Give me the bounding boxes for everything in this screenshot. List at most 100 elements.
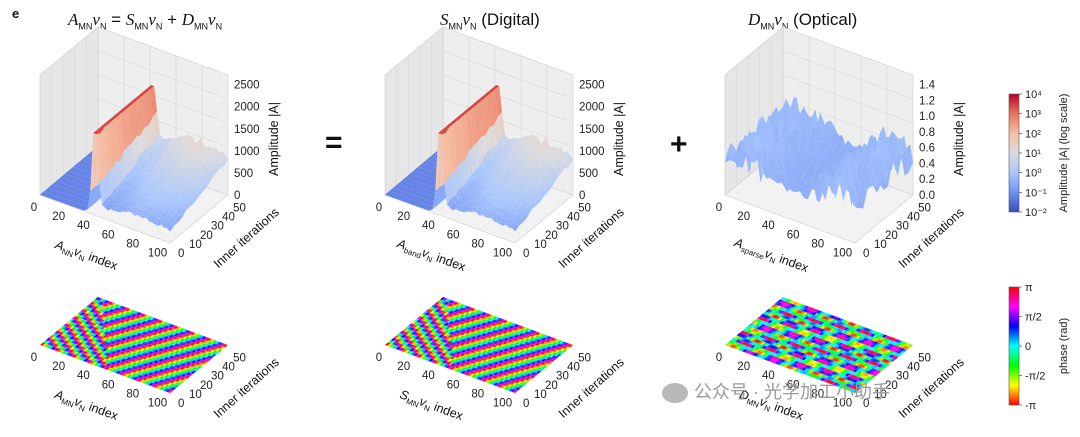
surface-facet <box>814 163 822 171</box>
surface-facet <box>128 195 136 203</box>
phase-facet <box>103 321 109 325</box>
phase-facet <box>431 345 437 349</box>
surface-facet <box>496 167 504 178</box>
phase-facet <box>120 351 126 355</box>
phase-facet <box>157 365 163 369</box>
phase-facet <box>446 341 452 345</box>
phase-facet <box>162 353 168 357</box>
phase-facet <box>435 309 441 313</box>
phase-facet <box>153 339 159 343</box>
surface-facet <box>181 177 189 187</box>
phase-facet <box>492 326 498 330</box>
phase-facet <box>887 361 893 365</box>
phase-facet <box>782 315 788 319</box>
phase-facet <box>142 345 148 349</box>
phase-facet <box>471 364 477 368</box>
y-tick-label: 0 <box>523 398 529 410</box>
phase-facet <box>805 320 811 324</box>
phase-facet <box>167 369 173 373</box>
phase-facet <box>121 355 127 359</box>
surface-facet <box>166 173 174 181</box>
surface-facet <box>798 188 806 195</box>
phase-facet <box>413 353 419 357</box>
surface-facet <box>151 198 159 208</box>
phase-facet <box>105 311 111 315</box>
surface-facet <box>501 148 509 159</box>
phase-facet <box>140 313 146 317</box>
phase-facet <box>187 355 193 359</box>
phase-facet <box>814 330 820 334</box>
phase-facet <box>405 343 412 347</box>
phase-facet <box>441 332 447 336</box>
phase-facet <box>796 317 802 321</box>
phase-facet <box>163 357 169 361</box>
phase-facet <box>466 365 472 369</box>
surface-facet <box>509 201 517 208</box>
phase-facet <box>799 335 805 339</box>
phase-facet <box>466 313 472 317</box>
phase-facet <box>508 367 514 371</box>
phase-facet <box>498 370 504 374</box>
phase-facet <box>461 308 467 312</box>
phase-facet <box>409 348 415 352</box>
x-tick-label: 100 <box>148 398 167 410</box>
phase-facet <box>67 335 73 339</box>
phase-facet <box>466 324 472 328</box>
phase-facet <box>483 344 489 348</box>
phase-facet <box>42 340 48 344</box>
phase-facet <box>489 357 495 361</box>
phase-facet <box>117 343 123 347</box>
phase-facet <box>144 367 150 371</box>
phase-facet <box>123 317 129 321</box>
phase-facet <box>452 305 458 309</box>
phase-facet <box>522 348 528 352</box>
phase-facet <box>901 341 907 345</box>
phase-facet <box>783 301 789 305</box>
surface-facet <box>789 130 797 156</box>
phase-facet <box>854 352 860 356</box>
phase-facet <box>110 365 116 369</box>
surface-facet <box>164 167 172 175</box>
phase-facet <box>539 354 545 358</box>
phase-facet <box>560 345 566 349</box>
phase-facet <box>880 361 886 365</box>
phase-facet <box>518 357 524 361</box>
phase-facet <box>483 313 489 317</box>
phase-facet <box>513 324 519 328</box>
phase-facet <box>501 368 507 372</box>
phase-facet <box>480 346 486 350</box>
phase-facet <box>115 342 121 346</box>
surface-facet <box>170 152 178 162</box>
phase-facet <box>782 297 788 301</box>
phase-facet <box>790 304 796 308</box>
surface-facet <box>188 136 196 147</box>
surface-facet <box>554 146 562 155</box>
surface-facet <box>491 214 499 222</box>
phase-facet <box>186 330 192 334</box>
phase-facet <box>463 326 469 330</box>
surface-facet <box>501 178 509 186</box>
phase-facet <box>515 377 521 381</box>
phase-facet <box>507 384 513 388</box>
phase-facet <box>549 351 555 355</box>
surface-facet <box>180 164 188 169</box>
phase-facet <box>529 337 535 341</box>
phase-facet <box>767 313 773 317</box>
phase-facet <box>795 320 801 324</box>
phase-facet <box>136 353 142 357</box>
surface-facet <box>161 220 169 228</box>
y-tick-label: 30 <box>211 371 224 383</box>
phase-facet <box>785 302 791 306</box>
phase-facet <box>128 365 134 369</box>
surface-facet <box>494 86 503 117</box>
phase-facet <box>816 321 822 325</box>
phase-facet <box>808 307 814 311</box>
phase-facet <box>467 362 473 366</box>
phase-facet <box>864 349 870 353</box>
surface-facet <box>141 92 149 128</box>
phase-facet <box>53 344 59 348</box>
phase-facet <box>477 317 483 321</box>
phase-facet <box>530 354 536 358</box>
surface-facet <box>897 153 905 176</box>
phase-facet <box>183 361 189 365</box>
